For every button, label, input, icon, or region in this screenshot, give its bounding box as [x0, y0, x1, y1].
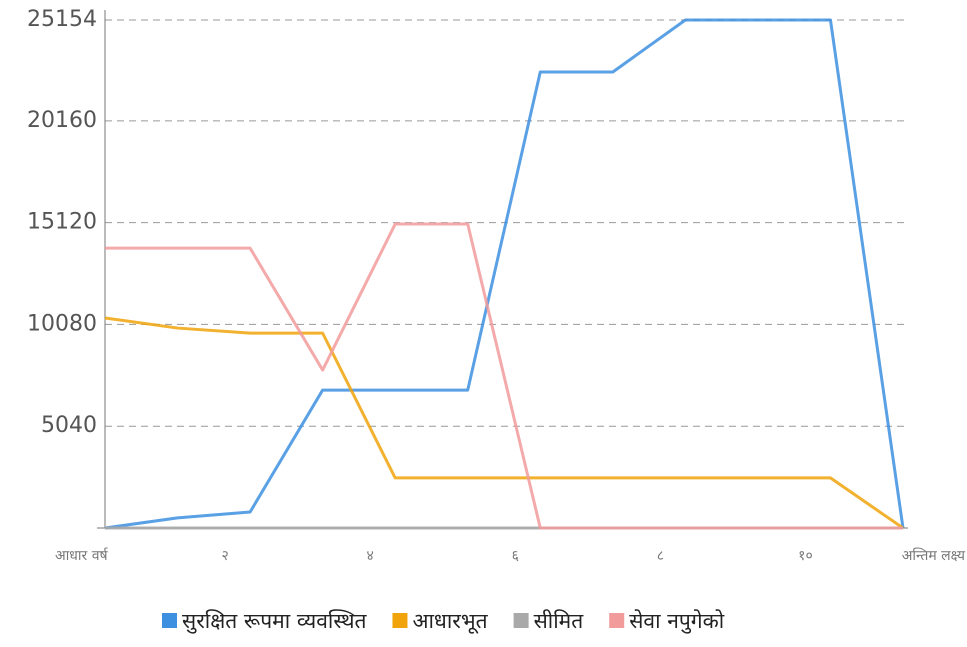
- x-tick-label: ४: [367, 548, 374, 564]
- legend-label: सेवा नपुगेको: [629, 609, 725, 634]
- legend-swatch: [513, 613, 529, 628]
- series-line: [105, 222, 903, 530]
- legend: सुरक्षित रूपमा व्यवस्थित आधारभूत सीमित सेवा…: [162, 609, 725, 634]
- legend-label: सीमित: [534, 609, 585, 633]
- legend-swatch: [162, 613, 177, 628]
- x-tick-label: आधार वर्ष: [55, 547, 109, 564]
- x-tick-label: ८: [657, 548, 664, 564]
- series-line: [104, 316, 904, 530]
- y-tick-label: 10080: [27, 311, 97, 336]
- x-tick-label: ६: [512, 548, 519, 564]
- y-tick-label: 5040: [41, 413, 97, 438]
- legend-swatch: [392, 613, 408, 628]
- legend-label: आधारभूत: [412, 609, 488, 634]
- x-tick-label: अन्तिम लक्ष्य: [902, 547, 966, 564]
- series-line: [104, 18, 905, 530]
- y-tick-label: 25154: [27, 7, 97, 32]
- x-tick-label: २: [221, 548, 228, 564]
- legend-swatch: [609, 613, 625, 628]
- legend-label: सुरक्षित रूपमा व्यवस्थित: [182, 609, 367, 634]
- y-tick-label: 15120: [27, 210, 97, 235]
- y-tick-label: 20160: [27, 108, 97, 133]
- x-tick-label: १०: [798, 548, 813, 564]
